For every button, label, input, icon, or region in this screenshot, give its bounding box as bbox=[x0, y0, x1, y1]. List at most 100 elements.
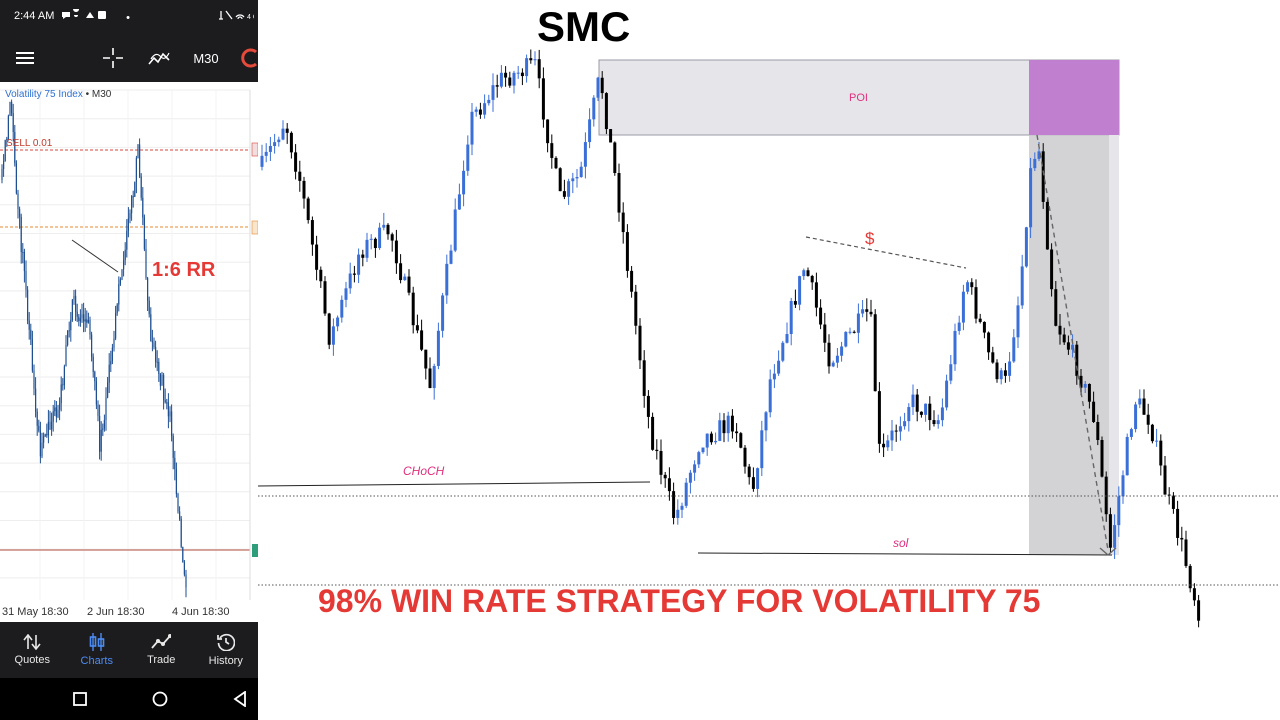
system-navigation-bar bbox=[0, 678, 258, 720]
candle-body bbox=[911, 394, 915, 408]
candle-body bbox=[411, 292, 415, 326]
candle-body bbox=[164, 400, 166, 403]
candle-body bbox=[428, 368, 432, 389]
candle-body bbox=[145, 249, 147, 278]
candle-body bbox=[86, 319, 88, 323]
candle-body bbox=[1108, 514, 1112, 548]
status-right-icons: 4G bbox=[218, 9, 258, 24]
time-tick: 31 May 18:30 bbox=[2, 606, 69, 618]
smc-price-chart bbox=[258, 49, 1280, 628]
sell-order-label[interactable]: SELL 0.01 bbox=[6, 138, 53, 149]
nav-label: Quotes bbox=[14, 654, 50, 666]
candle-body bbox=[172, 436, 174, 458]
candle-body bbox=[63, 366, 65, 385]
candle-body bbox=[153, 342, 155, 348]
status-dot: • bbox=[126, 12, 133, 24]
candle-body bbox=[81, 314, 83, 319]
nav-charts[interactable]: Charts bbox=[65, 622, 130, 678]
candle-body bbox=[1117, 496, 1121, 526]
candle-body bbox=[613, 142, 617, 173]
candle-body bbox=[378, 227, 382, 249]
candle-body bbox=[137, 144, 139, 159]
candle-body bbox=[119, 279, 121, 285]
candle-body bbox=[47, 421, 49, 436]
candle-body bbox=[680, 505, 684, 510]
candle-body bbox=[873, 314, 877, 392]
nav-quotes[interactable]: Quotes bbox=[0, 622, 65, 678]
candle-body bbox=[621, 212, 625, 233]
candle-body bbox=[886, 440, 890, 448]
candle-body bbox=[89, 320, 91, 335]
candle-body bbox=[327, 313, 331, 345]
candle-body bbox=[747, 466, 751, 478]
candle-body bbox=[163, 374, 165, 401]
candle-body bbox=[1096, 421, 1100, 440]
indicators-button[interactable] bbox=[146, 46, 172, 70]
candle-body bbox=[793, 301, 797, 305]
candle-body bbox=[139, 144, 141, 177]
candle-body bbox=[424, 349, 428, 369]
candle-body bbox=[118, 284, 120, 305]
candle-body bbox=[1037, 151, 1041, 159]
recents-button[interactable] bbox=[70, 690, 90, 708]
candle-body bbox=[281, 128, 285, 140]
candle-body bbox=[1197, 600, 1201, 621]
candle-body bbox=[57, 409, 59, 417]
timeframe-button[interactable]: M30 bbox=[193, 50, 219, 66]
candle-body bbox=[319, 269, 323, 282]
candle-body bbox=[134, 181, 136, 197]
candle-body bbox=[1176, 508, 1180, 538]
candle-body bbox=[102, 428, 104, 430]
candle-body bbox=[474, 109, 478, 112]
candle-body bbox=[175, 469, 177, 495]
notification-icons: • bbox=[60, 6, 133, 24]
candle-body bbox=[487, 99, 491, 104]
candle-body bbox=[928, 403, 932, 421]
candle-body bbox=[19, 209, 21, 217]
candle-body bbox=[537, 59, 541, 79]
bottom-navigation: Quotes Charts Trade History bbox=[0, 622, 258, 678]
candle-body bbox=[31, 339, 33, 371]
candle-body bbox=[115, 313, 117, 339]
crosshair-button[interactable] bbox=[100, 46, 126, 70]
candle-body bbox=[499, 72, 503, 87]
candle-body bbox=[1087, 383, 1091, 402]
candle-body bbox=[306, 198, 310, 221]
back-button[interactable] bbox=[230, 690, 250, 708]
candle-body bbox=[148, 300, 150, 315]
candle-body bbox=[697, 452, 701, 465]
candle-body bbox=[143, 217, 145, 250]
candle-body bbox=[9, 101, 11, 116]
candle-body bbox=[390, 234, 394, 241]
mini-level-lines bbox=[0, 149, 250, 551]
candle-body bbox=[156, 361, 158, 363]
candle-body bbox=[512, 72, 516, 86]
candle-body bbox=[1020, 266, 1024, 306]
candle-body bbox=[609, 129, 613, 143]
trend-line-icon bbox=[151, 634, 172, 649]
nav-trade[interactable]: Trade bbox=[129, 622, 194, 678]
candle-body bbox=[1113, 525, 1117, 548]
candle-body bbox=[1054, 289, 1058, 326]
hamburger-icon bbox=[16, 52, 34, 64]
nav-history[interactable]: History bbox=[194, 622, 259, 678]
candle-body bbox=[36, 411, 38, 426]
candle-body bbox=[41, 442, 43, 457]
candle-body bbox=[575, 177, 579, 179]
candle-body bbox=[310, 220, 314, 245]
candle-body bbox=[121, 269, 123, 280]
objects-button[interactable] bbox=[238, 46, 258, 70]
menu-button[interactable] bbox=[12, 46, 38, 70]
candle-body bbox=[100, 429, 102, 452]
candle-body bbox=[273, 142, 277, 146]
home-button[interactable] bbox=[150, 690, 170, 708]
candle-body bbox=[35, 388, 37, 412]
candle-body bbox=[764, 412, 768, 431]
candle-body bbox=[365, 239, 369, 258]
chart-title: SMC bbox=[537, 3, 631, 50]
mini-price-chart[interactable] bbox=[0, 82, 258, 622]
poi-label: POI bbox=[849, 92, 868, 104]
candle-body bbox=[182, 546, 184, 563]
candle-body bbox=[415, 325, 419, 331]
candle-body bbox=[3, 161, 5, 170]
